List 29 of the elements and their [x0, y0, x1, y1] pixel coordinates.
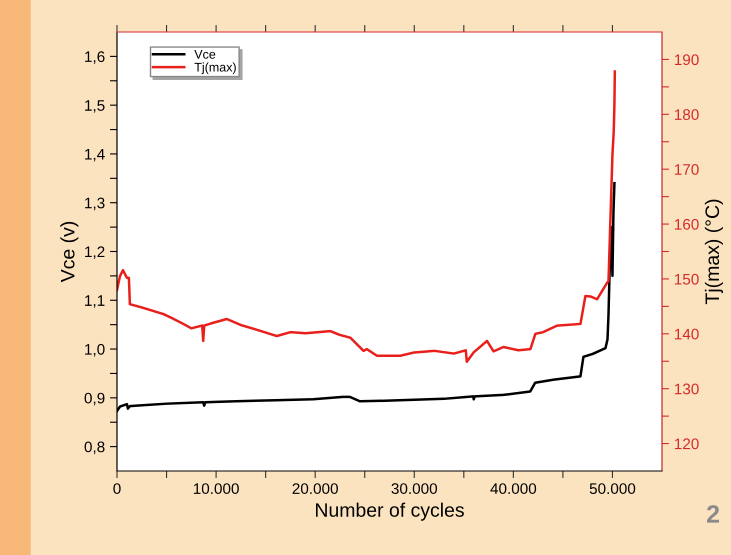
y2-tick-label: 160 — [674, 218, 699, 230]
y2-tick-label: 120 — [674, 438, 699, 450]
y-tick-label: 0,9 — [84, 392, 104, 406]
x-tick-label: 10.000 — [194, 483, 239, 494]
text: 2 — [707, 505, 720, 523]
x-tick-label: 30.000 — [391, 483, 438, 494]
y-tick-label: 1,3 — [85, 198, 105, 210]
y-tick-label: 1,4 — [85, 148, 105, 162]
x-tick-label: 50.000 — [590, 483, 636, 494]
y2-tick-label: 130 — [674, 384, 699, 394]
y2-tick-label: 190 — [674, 54, 699, 66]
x-axis-title: Number of cycles — [316, 502, 464, 521]
x-tick-label: 0 — [113, 483, 121, 494]
y-tick-label: 1,0 — [85, 344, 105, 357]
y2-tick-label: 150 — [674, 274, 699, 285]
y2-tick-label: 170 — [674, 164, 699, 175]
y-axis-title: Vce (v) — [60, 222, 78, 282]
y-tick-label: 1,2 — [85, 246, 104, 259]
y-tick-label: 0,8 — [84, 441, 105, 454]
y-tick-label: 1,5 — [85, 100, 105, 113]
y-tick-label: 1,1 — [85, 295, 104, 308]
x-tick-label: 20.000 — [292, 483, 338, 494]
y2-axis-title: Tj(max) (°C) — [704, 200, 723, 304]
y2-tick-label: 180 — [674, 109, 699, 120]
legend-label: Tj(max) — [194, 62, 236, 74]
y2-tick-label: 140 — [674, 328, 699, 340]
legend-label: Vce — [194, 50, 216, 59]
y-tick-label: 1,6 — [85, 51, 105, 64]
x-tick-label: 40.000 — [490, 483, 536, 494]
